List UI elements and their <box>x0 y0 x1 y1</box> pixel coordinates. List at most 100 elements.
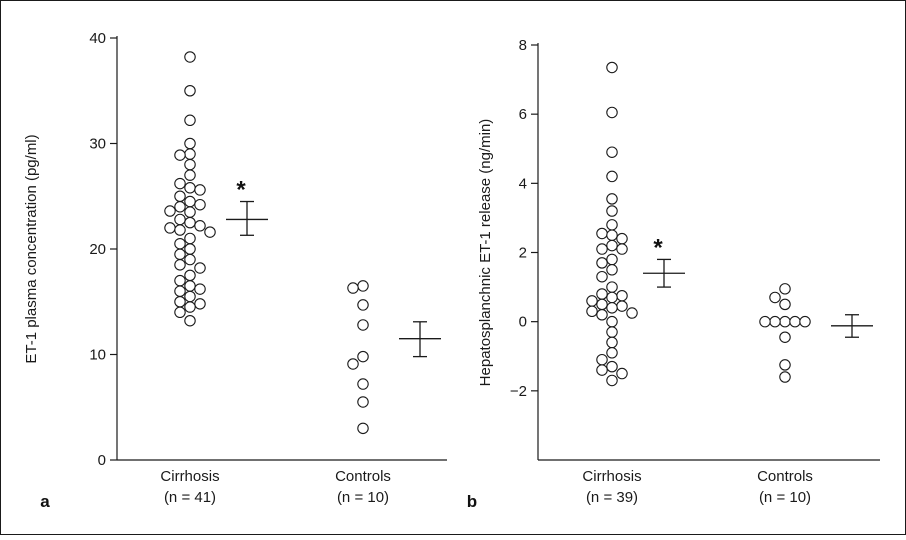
data-point <box>357 299 369 311</box>
data-point <box>184 195 196 208</box>
data-point <box>184 158 196 171</box>
data-point <box>174 190 186 203</box>
data-point <box>184 243 196 255</box>
y-tick-label: 10 <box>89 347 106 364</box>
data-point <box>204 226 216 238</box>
data-point <box>606 61 618 74</box>
data-point <box>779 371 791 383</box>
data-point <box>606 253 618 266</box>
data-point <box>769 315 781 328</box>
data-point <box>164 205 176 217</box>
significance-marker: * <box>236 177 246 204</box>
y-tick-label: 2 <box>519 245 527 262</box>
data-point <box>194 298 206 310</box>
data-point <box>606 106 618 119</box>
y-tick-label: 6 <box>519 106 527 123</box>
data-point <box>184 148 196 160</box>
data-point <box>184 85 196 97</box>
y-tick-label: 0 <box>519 314 527 331</box>
y-tick-label: 8 <box>519 37 527 54</box>
y-tick-label: 4 <box>519 175 527 192</box>
category-label: Cirrhosis <box>582 468 641 485</box>
data-point <box>184 206 196 218</box>
data-point <box>799 315 811 328</box>
data-point <box>789 315 801 328</box>
significance-marker: * <box>653 234 663 261</box>
data-point <box>357 319 369 331</box>
data-point <box>184 253 196 266</box>
data-point <box>606 360 618 373</box>
data-point <box>184 137 196 150</box>
y-tick-label: 0 <box>98 452 106 469</box>
data-point <box>779 298 791 311</box>
data-point <box>174 248 186 261</box>
data-point <box>184 232 196 245</box>
data-point <box>174 285 186 297</box>
data-point <box>194 262 206 274</box>
data-point <box>357 350 369 363</box>
data-point <box>357 280 369 292</box>
data-point <box>606 291 618 304</box>
data-point <box>626 307 638 319</box>
category-n-label: (n = 10) <box>759 489 811 506</box>
category-label: Controls <box>335 468 391 485</box>
data-point <box>606 281 618 293</box>
data-point <box>184 216 196 229</box>
data-point <box>174 259 186 271</box>
data-point <box>616 367 628 380</box>
data-point <box>174 213 186 226</box>
data-point <box>184 182 196 194</box>
data-point <box>194 184 206 196</box>
y-tick-label: 30 <box>89 136 106 153</box>
data-point <box>194 283 206 295</box>
panel-label: b <box>467 492 477 511</box>
data-point <box>194 198 206 211</box>
data-point <box>174 201 186 213</box>
y-tick-label: 40 <box>89 30 106 47</box>
data-point <box>606 302 618 314</box>
data-point <box>606 239 618 252</box>
data-point <box>347 282 359 294</box>
data-point <box>184 114 196 127</box>
data-point <box>184 301 196 313</box>
data-point <box>606 264 618 276</box>
data-point <box>184 290 196 303</box>
data-point <box>184 169 196 181</box>
data-point <box>174 295 186 308</box>
data-point <box>779 315 791 328</box>
panel-label: a <box>40 492 50 511</box>
data-point <box>184 280 196 292</box>
data-point <box>174 237 186 250</box>
data-point <box>184 51 196 63</box>
data-point <box>606 219 618 231</box>
data-point <box>596 243 608 255</box>
data-point <box>606 347 618 359</box>
data-point <box>779 283 791 295</box>
data-point <box>606 205 618 217</box>
data-point <box>596 227 608 240</box>
data-point <box>606 326 618 338</box>
data-point <box>616 300 628 312</box>
data-point <box>357 396 369 408</box>
data-point <box>596 288 608 300</box>
data-point <box>769 291 781 304</box>
data-point <box>606 315 618 328</box>
data-point <box>586 295 598 307</box>
data-point <box>759 315 771 328</box>
data-point <box>596 257 608 269</box>
data-point <box>779 331 791 343</box>
data-point <box>606 229 618 241</box>
data-point <box>586 305 598 318</box>
data-point <box>174 224 186 236</box>
data-point <box>347 358 359 370</box>
data-point <box>357 422 369 435</box>
category-n-label: (n = 39) <box>586 489 638 506</box>
y-tick-label: 20 <box>89 241 106 258</box>
data-point <box>596 298 608 311</box>
data-point <box>164 222 176 234</box>
data-point <box>174 149 186 161</box>
data-point <box>606 170 618 183</box>
data-point <box>184 314 196 327</box>
